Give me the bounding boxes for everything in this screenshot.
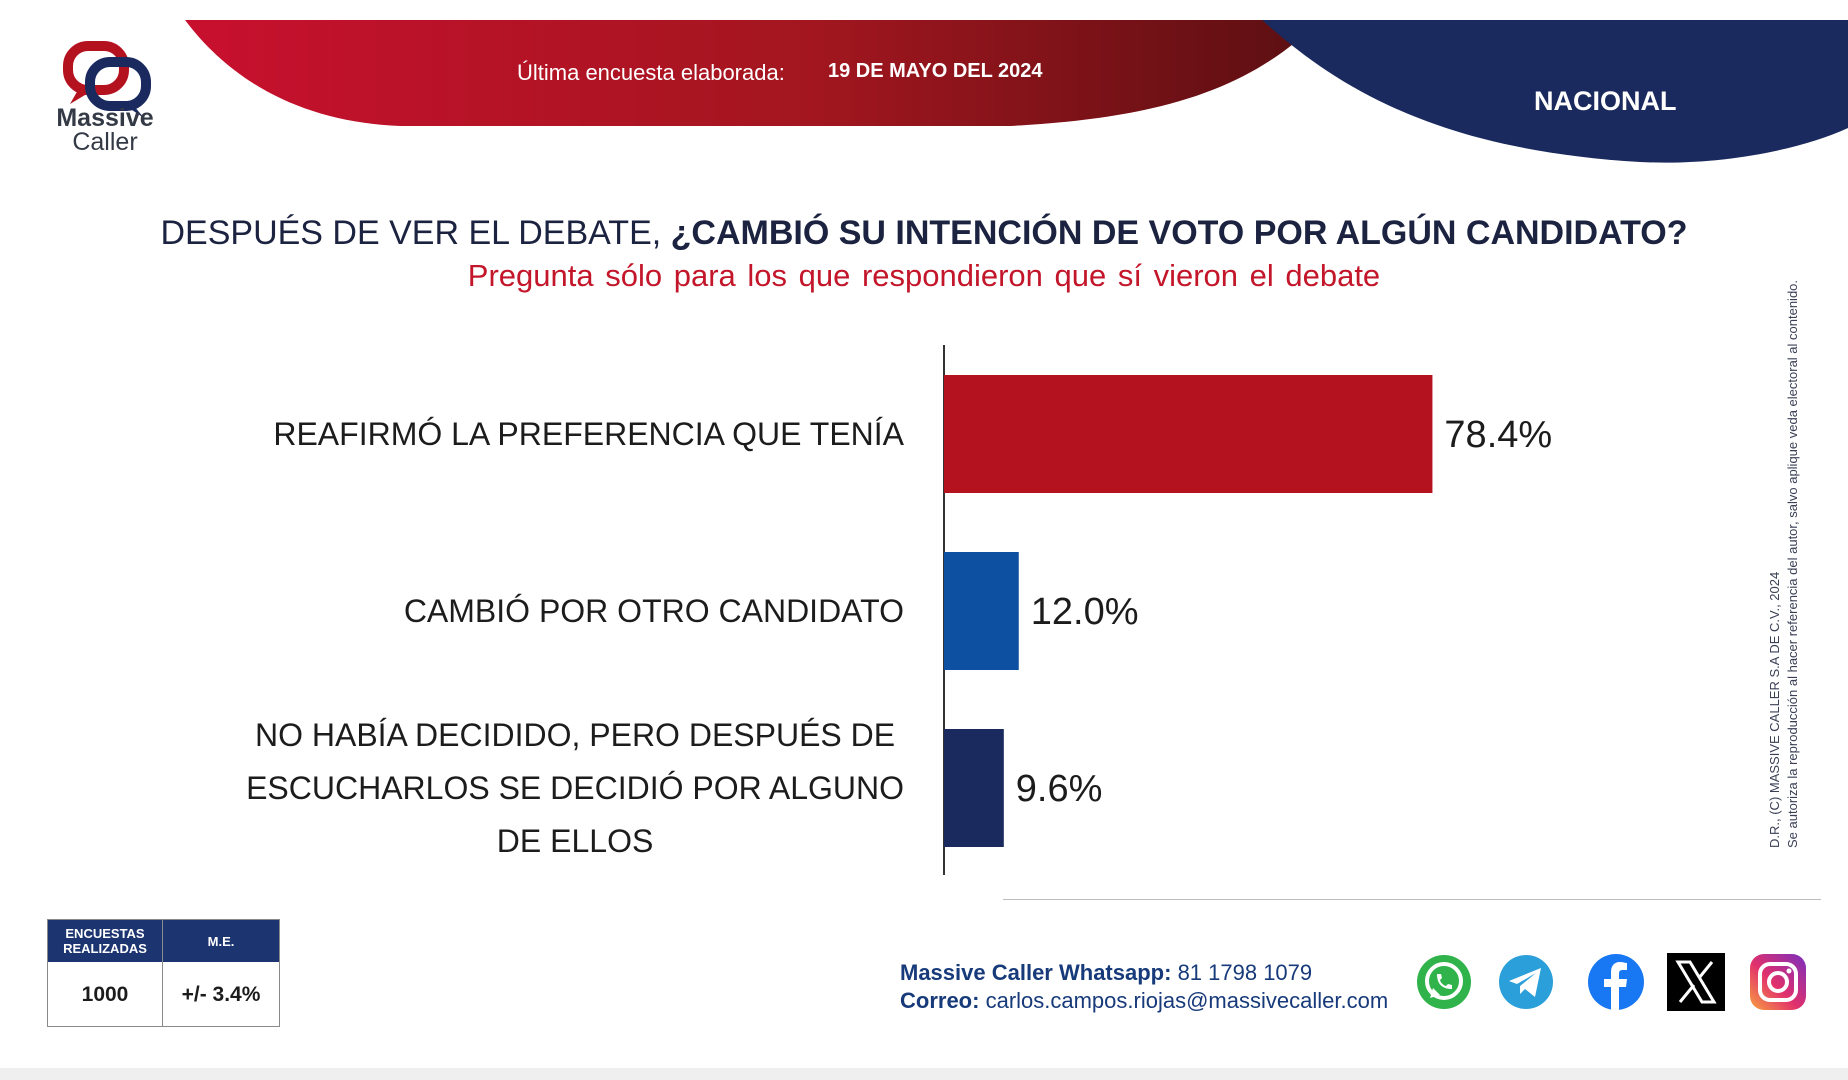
bar-chart-svg: 78.4% 12.0% 9.6% bbox=[943, 345, 1552, 875]
category-label-3-line-2: ESCUCHARLOS SE DECIDIÓ POR ALGUNO bbox=[246, 769, 904, 806]
copyright-line2: Se autoriza la reproducción al hacer ref… bbox=[1785, 279, 1800, 848]
question-note: Pregunta sólo para los que respondieron … bbox=[467, 258, 1381, 293]
whatsapp-contact: Massive Caller Whatsapp: 81 1798 1079 bbox=[900, 960, 1312, 986]
bar-value-label-2: 12.0% bbox=[1031, 591, 1139, 633]
banner-navy-shape bbox=[1262, 20, 1848, 163]
bar-1 bbox=[944, 375, 1433, 493]
massive-caller-logo-icon bbox=[63, 41, 151, 118]
email-contact: Correo: carlos.campos.riojas@massivecall… bbox=[900, 988, 1388, 1014]
footer-divider bbox=[1003, 899, 1821, 900]
category-label-1: REAFIRMÓ LA PREFERENCIA QUE TENÍA bbox=[273, 408, 904, 461]
telegram-icon[interactable] bbox=[1496, 952, 1556, 1012]
banner-red-shape bbox=[185, 20, 1320, 126]
category-label-3-line-3: DE ELLOS bbox=[496, 822, 654, 859]
whatsapp-icon[interactable] bbox=[1414, 952, 1474, 1012]
region-label: NACIONAL bbox=[1534, 86, 1677, 116]
bar-2 bbox=[944, 552, 1019, 670]
margin-header: M.E. bbox=[163, 920, 279, 962]
facebook-icon[interactable] bbox=[1586, 952, 1646, 1012]
bar-value-label-1: 78.4% bbox=[1444, 414, 1552, 456]
bar-3 bbox=[944, 729, 1004, 847]
stats-table: ENCUESTAS REALIZADAS M.E. 1000 +/- 3.4% bbox=[47, 919, 280, 1027]
survey-date: 19 DE MAYO DEL 2024 bbox=[828, 60, 1043, 82]
header-banner bbox=[185, 20, 1848, 163]
category-label-1-line-1: REAFIRMÓ LA PREFERENCIA QUE TENÍA bbox=[273, 415, 904, 452]
surveys-value: 1000 bbox=[81, 982, 129, 1006]
bar-value-label-3: 9.6% bbox=[1016, 768, 1103, 810]
email-label: Correo: bbox=[900, 988, 980, 1013]
surveys-header: ENCUESTAS REALIZADAS bbox=[48, 920, 162, 962]
instagram-icon[interactable] bbox=[1748, 952, 1808, 1012]
question-title: DESPUÉS DE VER EL DEBATE, ¿CAMBIÓ SU INT… bbox=[0, 214, 1848, 253]
whatsapp-number[interactable]: 81 1798 1079 bbox=[1177, 960, 1313, 985]
logo-name-line1: Massive bbox=[56, 104, 154, 132]
question-bold: ¿CAMBIÓ SU INTENCIÓN DE VOTO POR ALGÚN C… bbox=[670, 214, 1688, 252]
email-address[interactable]: carlos.campos.riojas@massivecaller.com bbox=[985, 988, 1389, 1013]
margin-value: +/- 3.4% bbox=[181, 982, 261, 1006]
bar-chart: 78.4% 12.0% 9.6% REAFIRMÓ LA PREFERENCIA Q… bbox=[0, 330, 1848, 890]
category-label-2: CAMBIÓ POR OTRO CANDIDATO bbox=[404, 585, 904, 638]
category-label-3-line-1: NO HABÍA DECIDIDO, PERO DESPUÉS DE bbox=[254, 716, 896, 753]
whatsapp-label: Massive Caller Whatsapp: bbox=[900, 960, 1172, 985]
category-label-2-line-1: CAMBIÓ POR OTRO CANDIDATO bbox=[403, 592, 904, 629]
survey-label: Última encuesta elaborada: bbox=[517, 60, 785, 85]
x-icon[interactable] bbox=[1666, 952, 1726, 1012]
copyright-line1: D.R., (C) MASSIVE CALLER S.A DE C.V., 20… bbox=[1767, 571, 1782, 848]
category-label-3: NO HABÍA DECIDIDO, PERO DESPUÉS DE ESCUCH… bbox=[246, 709, 904, 868]
copyright-notice: D.R., (C) MASSIVE CALLER S.A DE C.V., 20… bbox=[1766, 0, 1816, 848]
question-lead: DESPUÉS DE VER EL DEBATE, bbox=[160, 214, 662, 252]
stats-divider bbox=[162, 920, 163, 1026]
logo-name-line2: Caller bbox=[72, 128, 138, 156]
